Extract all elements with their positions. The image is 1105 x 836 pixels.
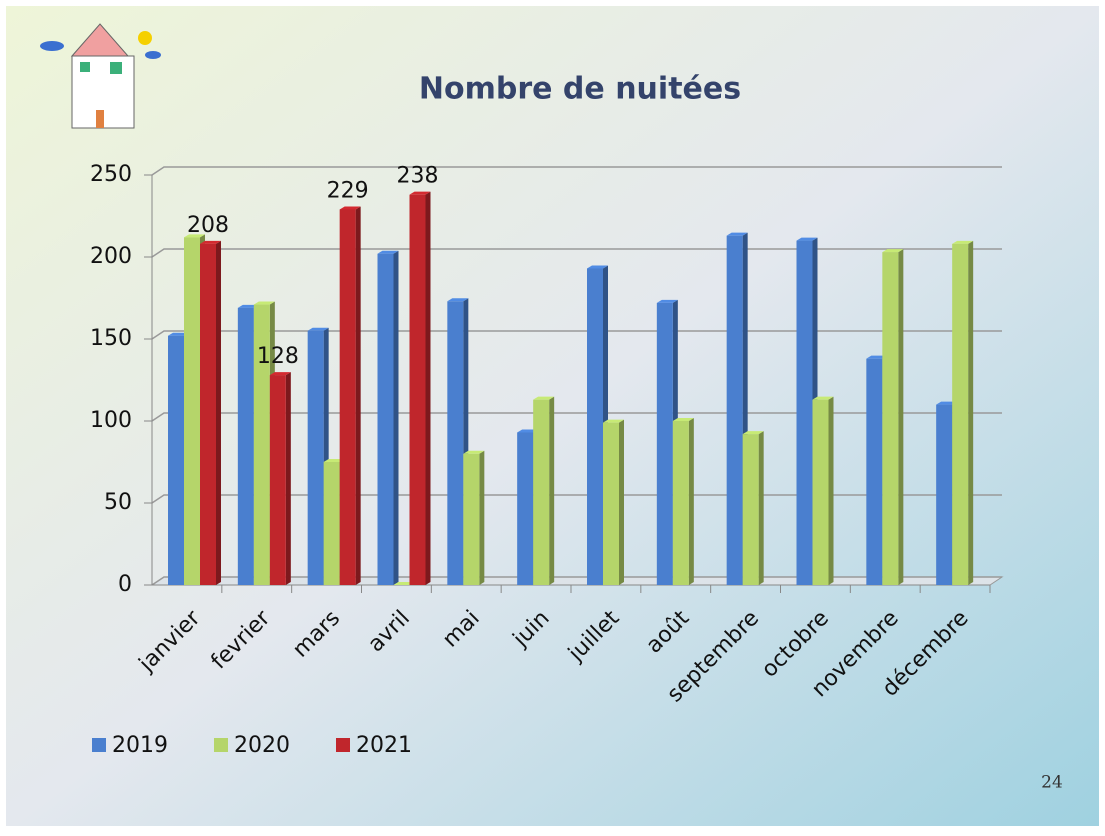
bar [340, 209, 356, 585]
bar [797, 241, 813, 585]
bar [936, 405, 952, 585]
bar [238, 308, 254, 585]
bar [952, 244, 968, 585]
chart-title: Nombre de nuitées [419, 72, 741, 107]
bar [587, 268, 603, 585]
y-tick-label: 100 [90, 408, 132, 433]
legend-swatch [214, 738, 228, 752]
bar [813, 400, 829, 585]
value-label: 208 [187, 213, 229, 238]
bar-side [216, 241, 221, 585]
value-label: 229 [327, 178, 369, 203]
bar [308, 331, 324, 585]
y-tick-label: 0 [118, 572, 132, 597]
y-tick-label: 250 [90, 162, 132, 187]
bar-side [356, 206, 361, 585]
legend-label: 2021 [356, 733, 412, 758]
bar [657, 303, 673, 585]
y-tick-label: 150 [90, 326, 132, 351]
bar [200, 244, 216, 585]
value-label: 128 [257, 344, 299, 369]
bar [517, 432, 533, 585]
bar-side [286, 372, 291, 585]
bar [168, 336, 184, 585]
bar-side [619, 420, 624, 585]
bar [270, 375, 286, 585]
legend-label: 2019 [112, 733, 168, 758]
bar-side [394, 251, 399, 585]
legend-swatch [336, 738, 350, 752]
bar-side [426, 192, 431, 585]
bar [727, 236, 743, 585]
bar [324, 462, 340, 585]
bar [533, 400, 549, 585]
bar-side [829, 397, 834, 585]
bar [184, 237, 200, 585]
page-number: 24 [1041, 773, 1063, 793]
legend-swatch [92, 738, 106, 752]
bar-side [689, 418, 694, 585]
value-label: 238 [397, 164, 439, 189]
bar [378, 254, 394, 585]
bar [866, 359, 882, 585]
bar-side [968, 241, 973, 585]
bar-side [549, 397, 554, 585]
y-tick-label: 50 [104, 490, 132, 515]
y-tick-label: 200 [90, 244, 132, 269]
bar-side [479, 451, 484, 585]
bar [673, 421, 689, 585]
bar [743, 434, 759, 585]
bar-side [759, 431, 764, 585]
bar-side [898, 249, 903, 585]
bar [447, 301, 463, 585]
bar [882, 252, 898, 585]
bar [603, 423, 619, 585]
legend-label: 2020 [234, 733, 290, 758]
bar [463, 454, 479, 585]
slide: Nombre de nuitées 24 050100150200250janv… [0, 0, 1105, 832]
bar [410, 195, 426, 585]
